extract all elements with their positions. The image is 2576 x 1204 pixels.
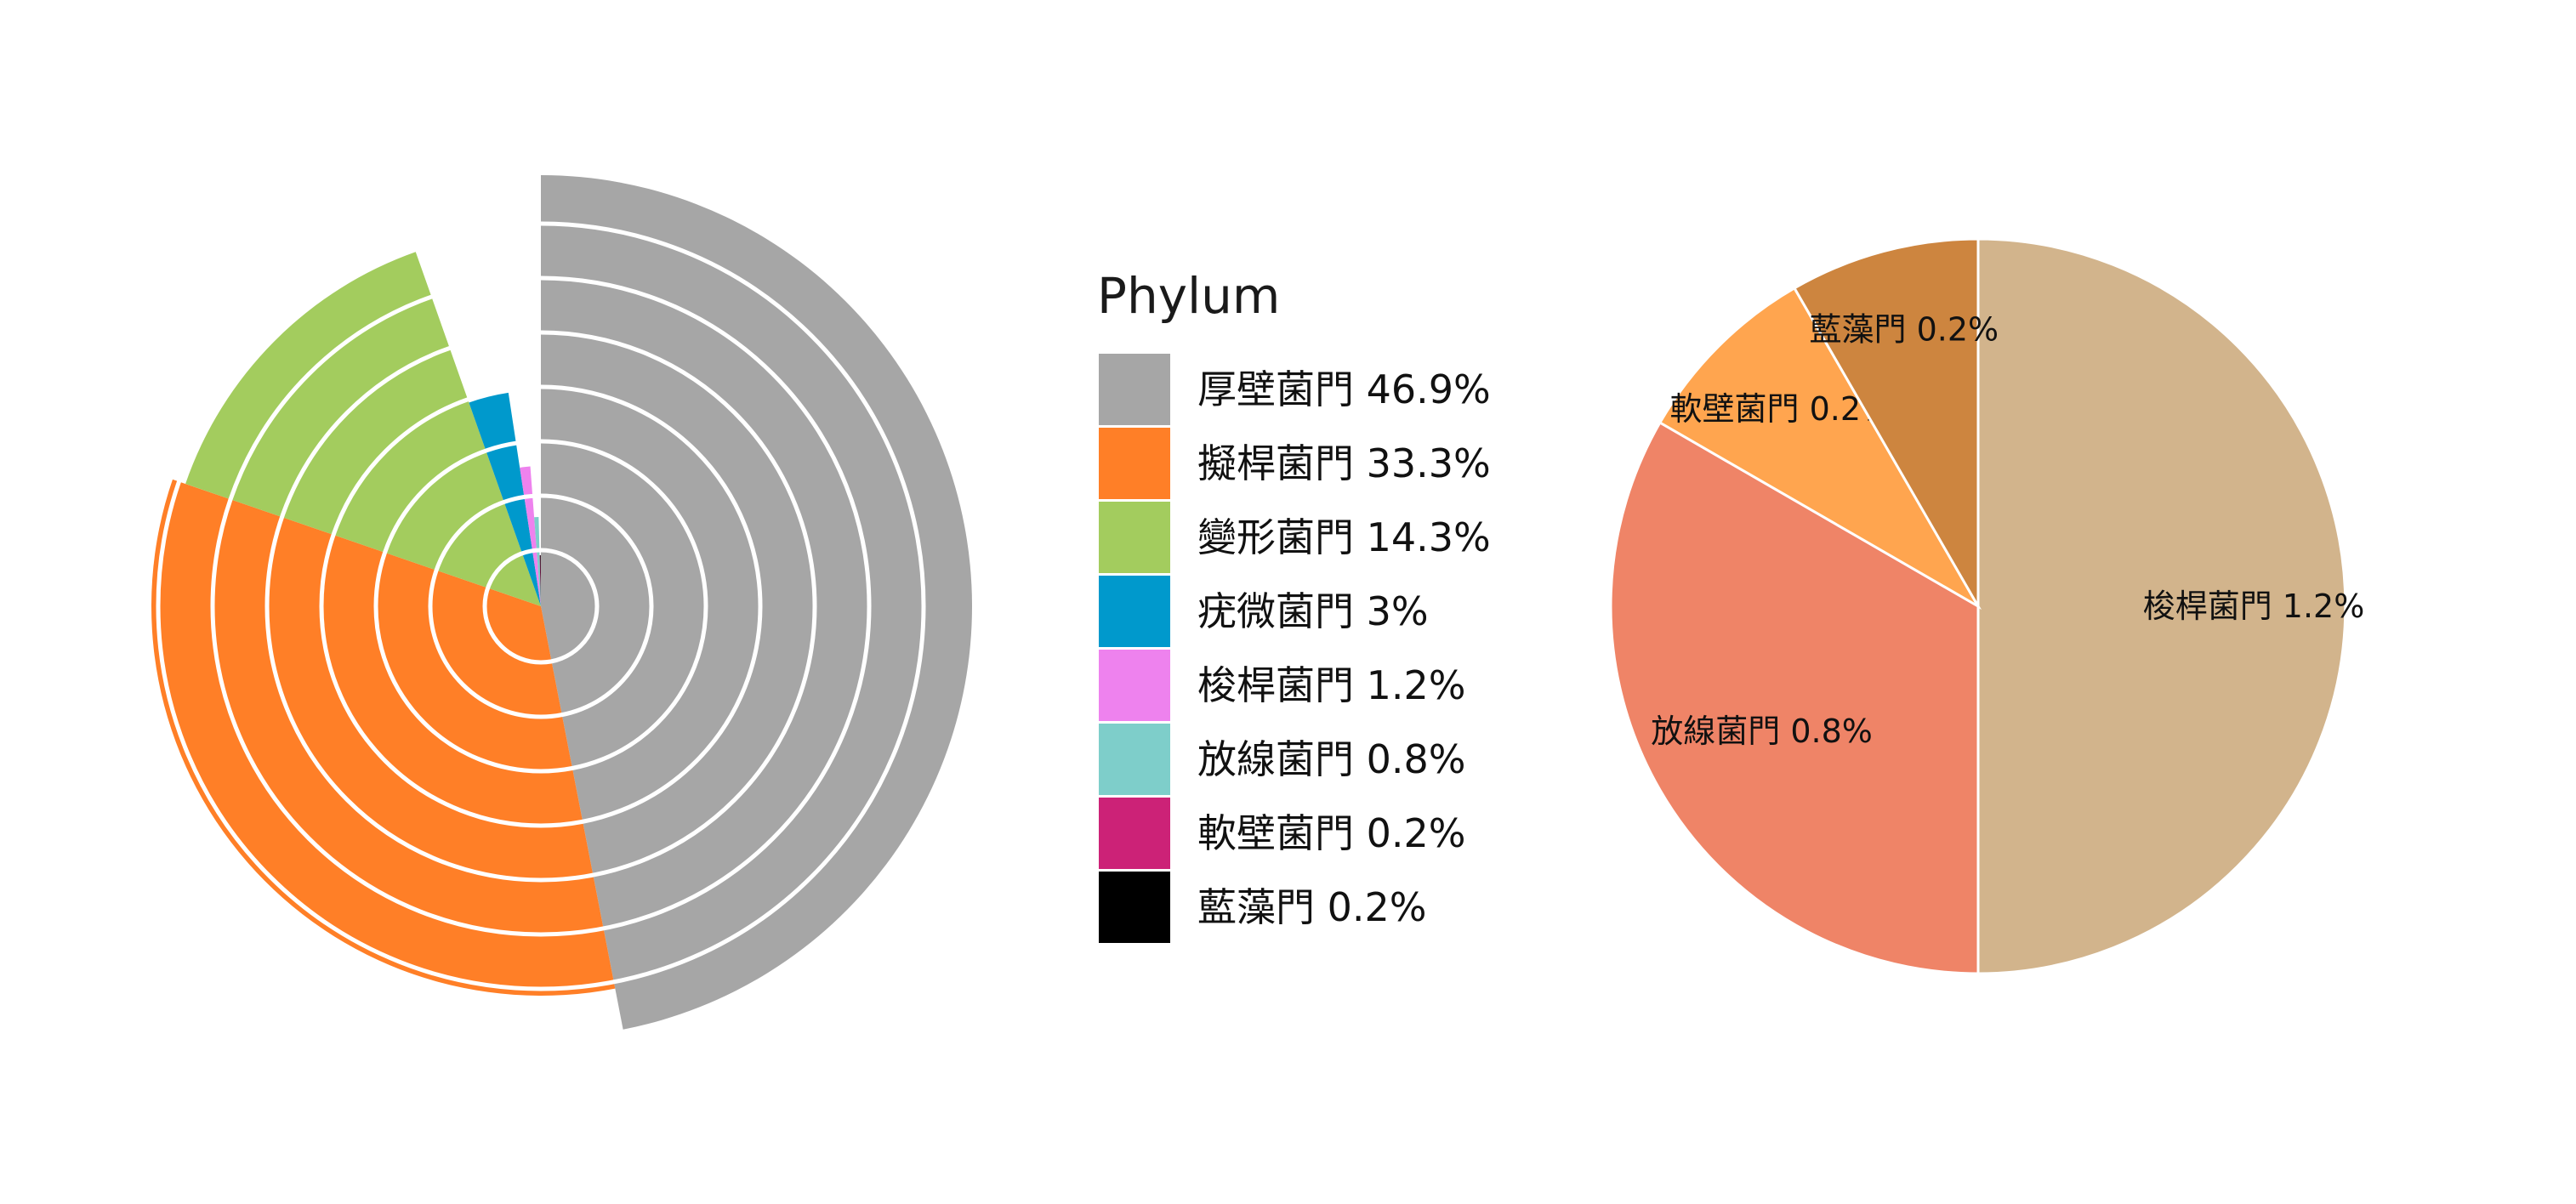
- rose-ring-2: [428, 493, 654, 719]
- legend-title: Phylum: [1097, 267, 1280, 325]
- legend-swatch-item-2: [1099, 428, 1170, 499]
- pie-label-item-3: 軟壁菌門 0.2%: [1669, 390, 1891, 428]
- pie-chart: 梭桿菌門 1.2% 放線菌門 0.8% 軟壁菌門 0.2% 藍藻門 0.2%: [1609, 237, 2365, 975]
- legend-label-item-7: 軟壁菌門 0.2%: [1197, 810, 1466, 856]
- legend-label-item-3: 變形菌門 14.3%: [1197, 514, 1491, 560]
- legend-swatch-item-5: [1099, 650, 1170, 721]
- rose-ring-4: [319, 384, 763, 828]
- legend-label-item-1: 厚壁菌門 46.9%: [1197, 366, 1491, 412]
- legend-swatch-item-3: [1099, 502, 1170, 573]
- rose-slice-item-1: [541, 175, 972, 1030]
- rose-ring-1: [482, 548, 600, 665]
- rose-ring-7: [156, 221, 926, 991]
- legend-label-item-2: 擬桿菌門 33.3%: [1197, 440, 1491, 486]
- rose-chart: [101, 167, 981, 1046]
- pie-label-item-1: 梭桿菌門 1.2%: [2143, 588, 2365, 625]
- legend-swatch-item-6: [1099, 724, 1170, 795]
- rose-slice-item-7: [539, 555, 541, 606]
- legend-label-item-4: 疣微菌門 3%: [1197, 588, 1429, 634]
- pie-label-item-2: 放線菌門 0.8%: [1651, 713, 1873, 750]
- legend-label-item-8: 藍藻門 0.2%: [1197, 884, 1427, 930]
- pie-slice-item-1: [1976, 237, 2347, 975]
- rose-ring-6: [210, 275, 872, 937]
- rose-ring-3: [373, 439, 708, 774]
- pie-label-item-4: 藍藻門 0.2%: [1809, 311, 1999, 349]
- legend-swatch-item-1: [1099, 354, 1170, 425]
- legend-swatch-item-4: [1099, 576, 1170, 647]
- pie-slice-item-2: [1609, 420, 1980, 975]
- rose-slice-item-6: [534, 517, 541, 606]
- pie-slice-item-4: [1792, 237, 1980, 611]
- legend-label-item-5: 梭桿菌門 1.2%: [1197, 662, 1466, 708]
- rose-slice-item-5: [520, 466, 541, 606]
- rose-slice-item-8: [540, 554, 541, 606]
- rose-ring-5: [264, 330, 817, 883]
- rose-ring-8: [101, 167, 981, 1046]
- legend-swatch-item-7: [1099, 798, 1170, 869]
- legend-swatch-item-8: [1099, 872, 1170, 943]
- legend: Phylum 厚壁菌門 46.9% 擬桿菌門 33.3% 變形菌門 14.3% 疣微菌…: [1097, 267, 1491, 943]
- pie-slice-item-3: [1658, 286, 1982, 611]
- legend-label-item-6: 放線菌門 0.8%: [1197, 736, 1466, 782]
- rose-slice-item-3: [185, 252, 541, 606]
